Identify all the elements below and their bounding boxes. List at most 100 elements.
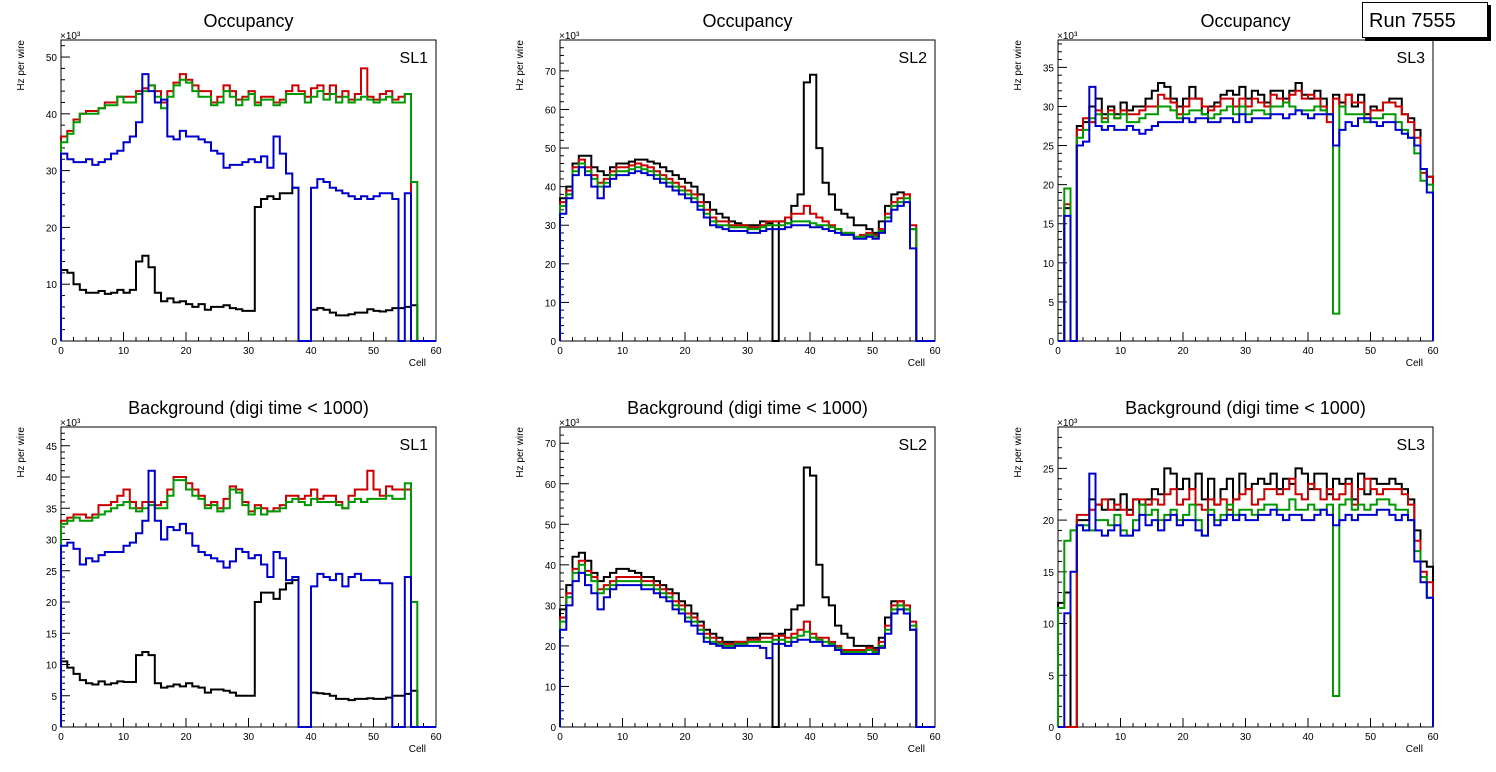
y-tick-label: 25 [46, 567, 58, 578]
y-tick-label: 30 [1043, 102, 1055, 113]
series-green-line [60, 78, 436, 342]
y-axis-label: Hz per wire [1013, 40, 1024, 91]
x-tick-label: 50 [1365, 732, 1377, 743]
x-axis-label: Cell [1406, 358, 1423, 369]
x-tick-label: 10 [118, 732, 130, 743]
chart-title: Background (digi time < 1000) [627, 398, 868, 418]
y-tick-label: 10 [545, 682, 557, 693]
chart-title: Occupancy [203, 11, 293, 31]
y-axis-exponent: ×10³ [1057, 31, 1078, 42]
x-tick-label: 30 [243, 346, 255, 357]
x-tick-label: 50 [867, 346, 879, 357]
y-tick-label: 50 [545, 144, 557, 155]
y-tick-label: 35 [1043, 63, 1055, 74]
y-tick-label: 70 [545, 439, 557, 450]
chart-title: Background (digi time < 1000) [1125, 398, 1366, 418]
y-tick-label: 20 [46, 223, 58, 234]
y-tick-label: 15 [1043, 220, 1055, 231]
x-tick-label: 10 [118, 346, 130, 357]
x-tick-label: 20 [679, 346, 691, 357]
x-tick-label: 0 [1055, 346, 1061, 357]
y-axis-exponent: ×10³ [559, 418, 580, 429]
y-tick-label: 10 [1043, 259, 1055, 270]
panel-label: SL1 [400, 437, 429, 454]
y-tick-label: 40 [545, 183, 557, 194]
y-tick-label: 20 [1043, 516, 1055, 527]
y-tick-label: 30 [545, 601, 557, 612]
run-label: Run 7555 [1369, 10, 1456, 32]
y-tick-label: 50 [46, 53, 58, 64]
x-tick-label: 40 [804, 346, 816, 357]
y-tick-label: 60 [545, 480, 557, 491]
x-tick-label: 60 [929, 346, 941, 357]
plot-frame [60, 39, 437, 342]
x-tick-label: 20 [1177, 346, 1189, 357]
series-green-line [559, 162, 935, 342]
plot-frame [559, 39, 936, 342]
x-tick-label: 10 [1115, 732, 1127, 743]
x-tick-label: 60 [430, 346, 442, 357]
plot-frame [1057, 39, 1434, 342]
x-axis-label: Cell [409, 358, 426, 369]
x-tick-label: 30 [1240, 732, 1252, 743]
plot-frame [1057, 426, 1434, 728]
chart-title: Background (digi time < 1000) [128, 398, 369, 418]
y-tick-label: 5 [51, 692, 57, 703]
x-tick-label: 50 [368, 346, 380, 357]
run-label-box: Run 7555 [1362, 2, 1488, 38]
series-red-line [60, 469, 436, 728]
series-black-line [559, 73, 935, 342]
y-tick-label: 20 [1043, 181, 1055, 192]
y-tick-label: 15 [46, 629, 58, 640]
y-tick-label: 10 [1043, 620, 1055, 631]
y-tick-label: 35 [46, 504, 58, 515]
y-tick-label: 0 [51, 723, 57, 734]
x-tick-label: 40 [804, 732, 816, 743]
series-green-line [1058, 101, 1434, 342]
y-axis-exponent: ×10³ [559, 31, 580, 42]
panel-6: Background (digi time < 1000)0 10 20 30 40 50… [1013, 398, 1439, 755]
series-blue-line [559, 571, 935, 728]
y-tick-label: 20 [545, 642, 557, 653]
series-red-line [60, 67, 436, 342]
series-green-line [559, 563, 935, 728]
y-axis-label: Hz per wire [515, 427, 526, 478]
y-tick-label: 0 [550, 723, 556, 734]
y-tick-label: 50 [545, 520, 557, 531]
panel-5: Background (digi time < 1000) 0 10 20 30 40 50… [515, 398, 941, 755]
y-tick-label: 0 [1048, 337, 1054, 348]
x-tick-label: 60 [1427, 732, 1439, 743]
y-axis-exponent: ×10³ [60, 418, 81, 429]
y-tick-label: 0 [550, 337, 556, 348]
y-tick-label: 70 [545, 67, 557, 78]
series-red-line [559, 559, 935, 728]
chart-title: Occupancy [1200, 11, 1290, 31]
x-tick-label: 0 [58, 346, 64, 357]
series-red-line [1058, 477, 1434, 728]
y-tick-label: 20 [46, 598, 58, 609]
x-axis-label: Cell [409, 744, 426, 755]
y-tick-label: 25 [1043, 142, 1055, 153]
panel-3: Occupancy 0 10 20 30 40 50 60 0 5 10 15 20 25 30 35 ×10³… [1013, 11, 1439, 369]
y-tick-label: 15 [1043, 568, 1055, 579]
series-blue-line [559, 166, 935, 342]
y-tick-label: 60 [545, 105, 557, 116]
chart-title: Occupancy [702, 11, 792, 31]
x-tick-label: 20 [1177, 732, 1189, 743]
y-tick-label: 10 [46, 661, 58, 672]
series-green-line [1057, 498, 1434, 727]
series-black-line [60, 579, 436, 728]
y-tick-label: 30 [545, 221, 557, 232]
x-tick-label: 40 [1302, 346, 1314, 357]
x-tick-label: 40 [305, 732, 317, 743]
y-tick-label: 10 [545, 298, 557, 309]
series-red-line [559, 158, 935, 342]
x-tick-label: 30 [742, 732, 754, 743]
y-tick-label: 40 [46, 473, 58, 484]
y-tick-label: 25 [1043, 464, 1055, 475]
y-tick-label: 0 [51, 337, 57, 348]
series-black-line [60, 186, 436, 342]
y-tick-label: 45 [46, 442, 58, 453]
